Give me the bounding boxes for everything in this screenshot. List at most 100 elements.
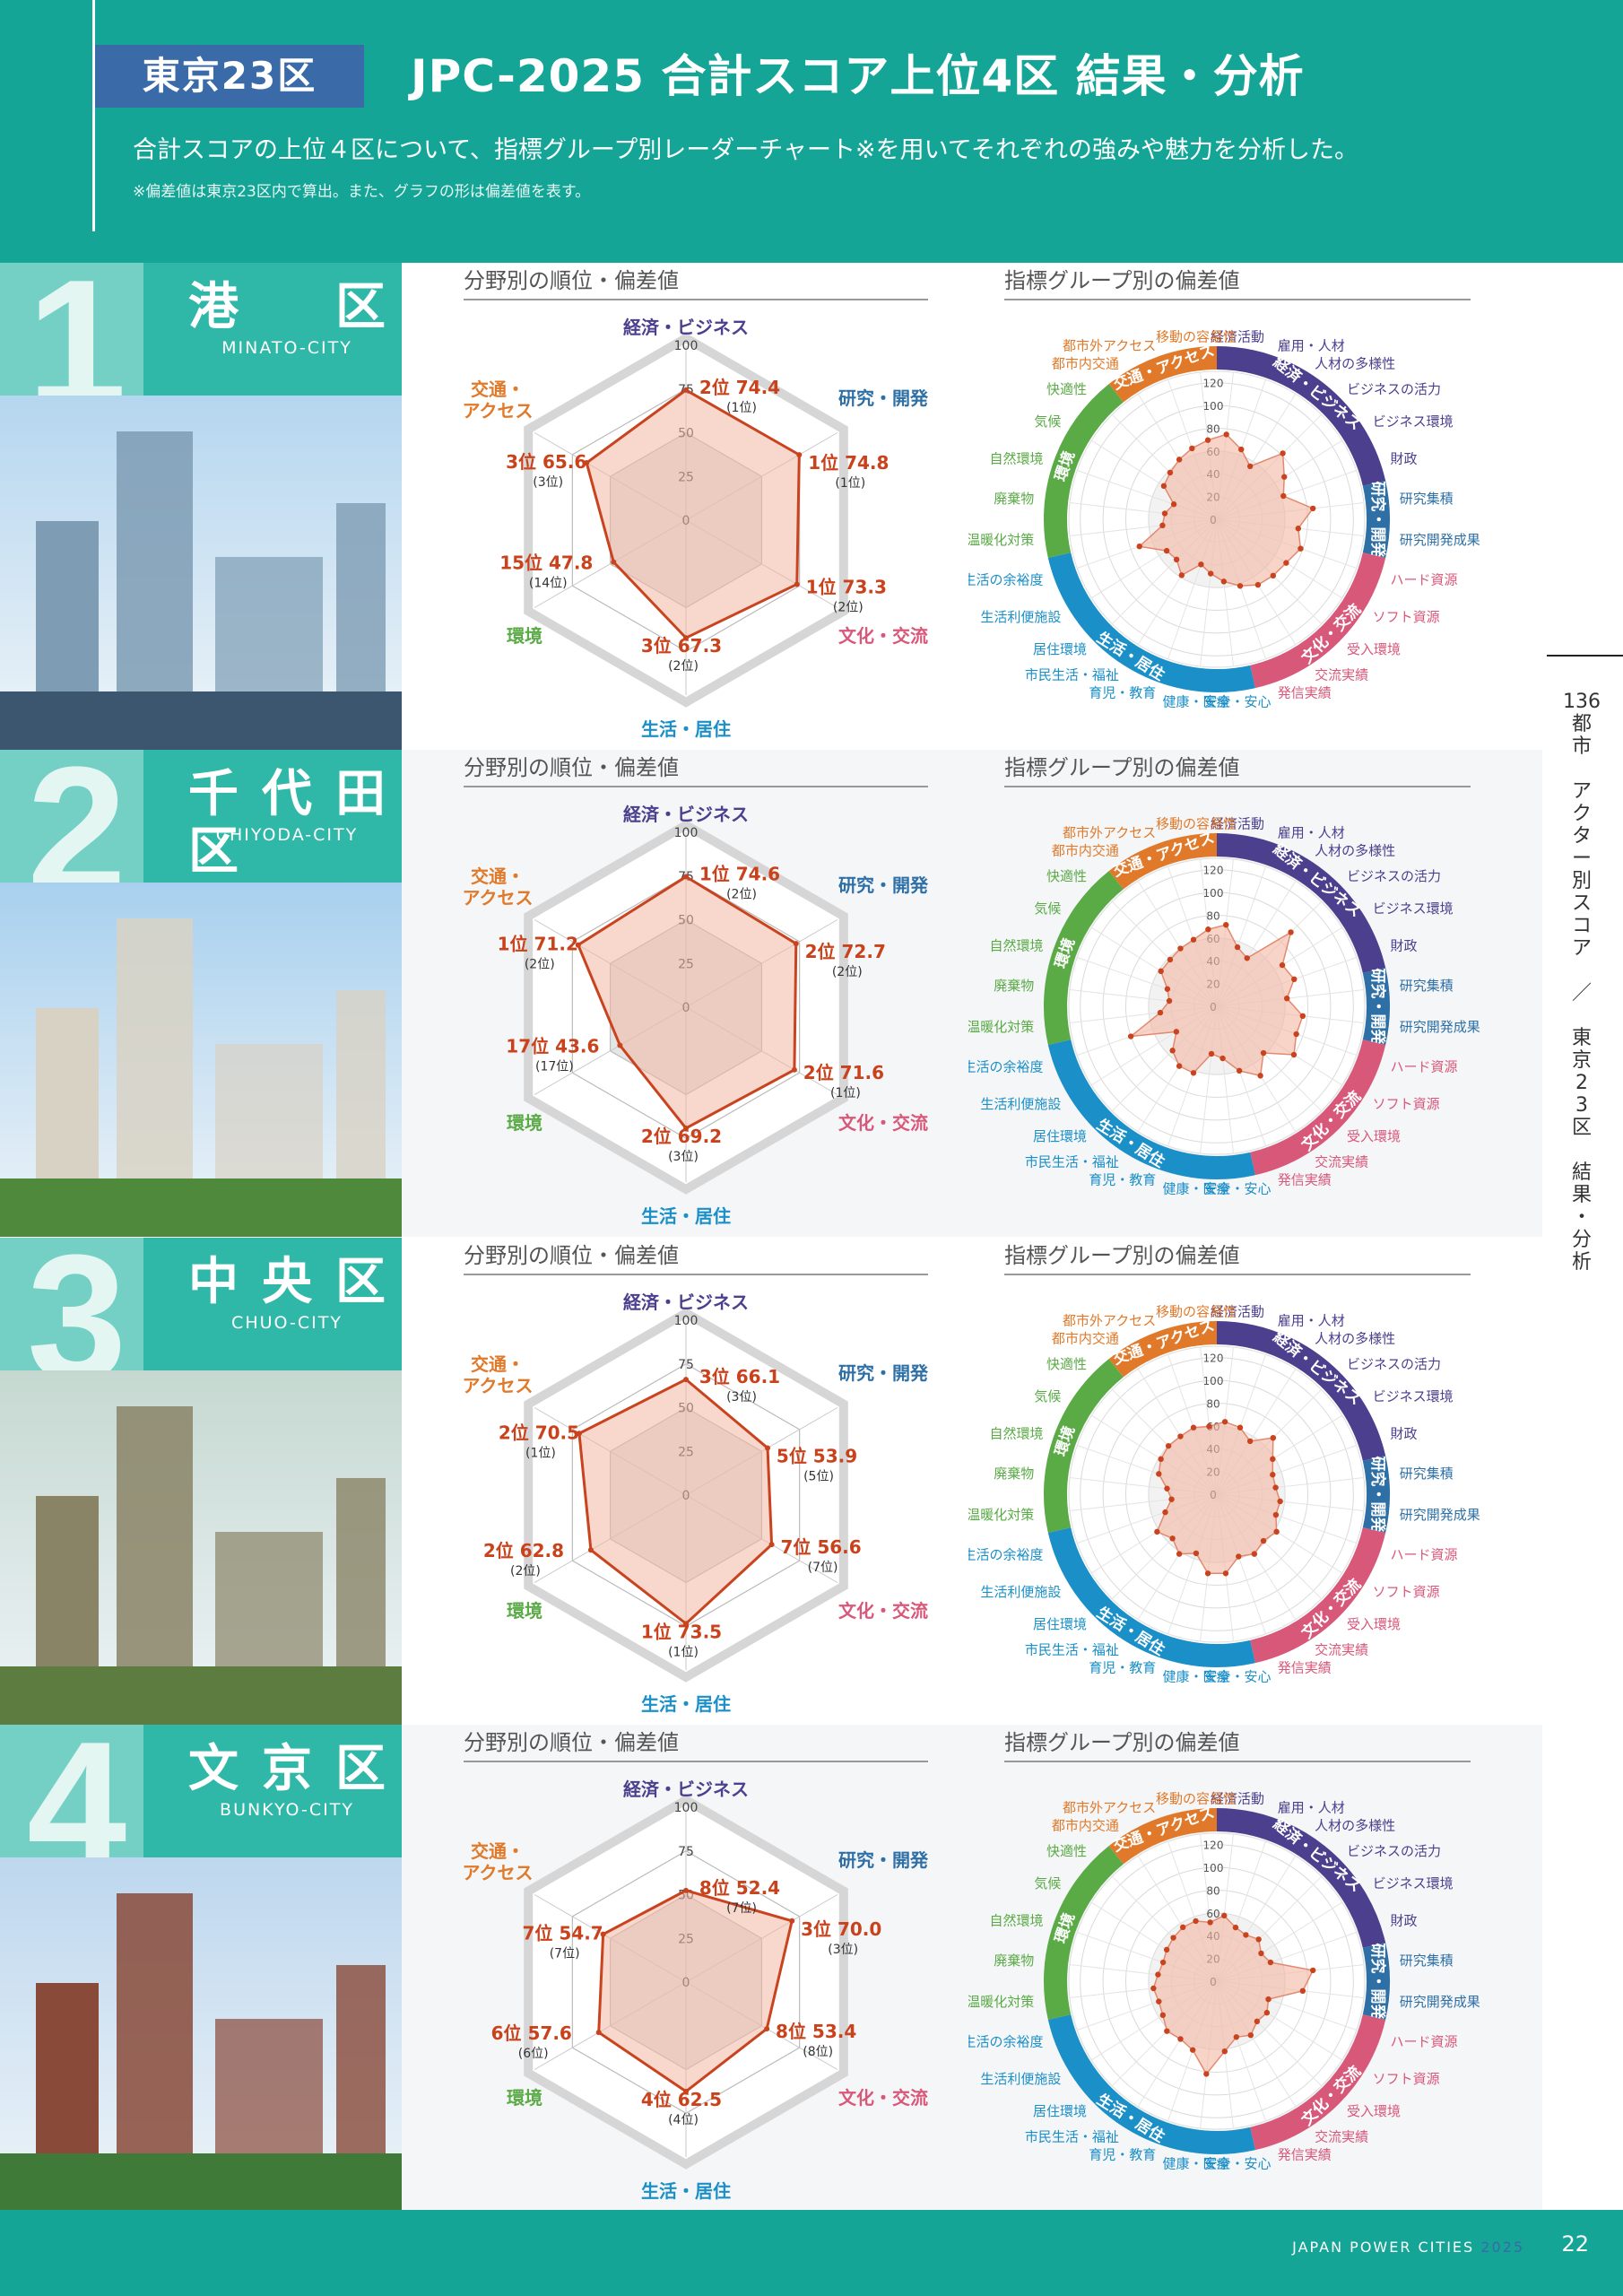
radar-rank-note: (3位): [533, 475, 563, 490]
indicator-label: 都市内交通: [1052, 1817, 1119, 1833]
photo-building: [36, 521, 99, 718]
indicator-label: 市民生活・福祉: [1025, 667, 1119, 683]
side-index-char: 2: [1575, 1072, 1588, 1094]
indicator-label: 都市内交通: [1052, 355, 1119, 371]
radar-axis-label: 環境: [507, 625, 542, 647]
indicator-data-point: [1267, 1959, 1274, 1966]
side-index-char: ア: [1571, 780, 1592, 803]
indicator-data-point: [1207, 570, 1214, 577]
radar-data-point: [587, 1547, 594, 1553]
indicator-label: 温暖化対策: [968, 1019, 1034, 1035]
indicator-label: 研究開発成果: [1400, 1019, 1480, 1035]
field-chart-title: 分野別の順位・偏差値: [464, 1238, 928, 1275]
ward-name-en: MINATO-CITY: [221, 338, 352, 358]
side-index-char: ア: [1571, 937, 1592, 960]
indicator-label: 廃棄物: [994, 1952, 1034, 1969]
indicator-label: 気候: [1034, 413, 1061, 430]
indicator-group-arc: [1216, 346, 1386, 486]
indicator-data-point: [1263, 2009, 1271, 2016]
indicator-label: ビジネスの活力: [1347, 868, 1441, 884]
radar-tick-label: 100: [674, 1314, 699, 1328]
radar-value-label: 7位 56.6: [780, 1536, 861, 1558]
indicator-grid-ring: [1102, 404, 1332, 634]
indicator-data-point: [1220, 578, 1228, 585]
indicator-data-point: [1255, 1936, 1262, 1943]
indicator-group-arc: [1047, 1527, 1255, 1667]
indicator-data-point: [1236, 1553, 1242, 1560]
photo-foreground: [0, 2153, 402, 2212]
indicator-data-point: [1159, 522, 1166, 529]
ward-name-en: CHUO-CITY: [231, 1313, 343, 1333]
radar-axis-label: 生活・居住: [641, 2180, 731, 2202]
indicator-data-point: [1222, 1570, 1229, 1577]
indicator-label: 受入環境: [1347, 641, 1401, 657]
radar-rank-note: (7位): [808, 1561, 838, 1575]
indicator-data-point: [1173, 556, 1180, 563]
radar-axis-label: 経済・ビジネス: [623, 317, 749, 338]
radar-data-point: [683, 1125, 689, 1131]
side-index-char: 市: [1571, 735, 1592, 758]
indicator-tick-label: 120: [1203, 865, 1224, 877]
radar-tick-label: 75: [678, 1845, 694, 1859]
indicator-group-arc: [1044, 1846, 1124, 2020]
indicator-data-point: [1244, 955, 1250, 961]
indicator-data-point: [1254, 2018, 1261, 2025]
side-index-char: 分: [1571, 1229, 1592, 1251]
indicator-label: 財政: [1390, 1425, 1417, 1441]
indicator-label: 研究集積: [1400, 491, 1454, 507]
indicator-data-point: [1162, 1509, 1168, 1516]
side-index-char: ク: [1571, 803, 1592, 825]
ward-section: 3 中 央 区 CHUO-CITY 分野別の順位・偏差値 指標グループ別の偏差値…: [0, 1229, 1542, 1725]
ward-section: 1 港 区 MINATO-CITY 分野別の順位・偏差値 指標グループ別の偏差値…: [0, 254, 1542, 750]
page-footer: JAPAN POWER CITIES 2025 22: [0, 2210, 1623, 2296]
ward-name: 文 京 区: [188, 1740, 386, 1798]
radar-rank-note: (17位): [535, 1060, 574, 1074]
indicator-data-point: [1270, 1434, 1277, 1441]
indicator-data-point: [1270, 572, 1277, 579]
indicator-grid-ring: [1102, 891, 1332, 1121]
indicator-label: 育児・教育: [1089, 1171, 1156, 1187]
radar-axis-label: 生活・居住: [641, 1205, 731, 1227]
side-index-char: 東: [1571, 1027, 1592, 1049]
side-index-char: 都: [1571, 713, 1592, 735]
indicator-group-arc: [1362, 968, 1390, 1045]
indicator-data-point: [1178, 572, 1185, 578]
radar-rank-note: (14位): [529, 577, 568, 591]
photo-building: [336, 1478, 386, 1693]
indicator-tick-label: 100: [1203, 400, 1224, 413]
radar-value-label: 2位 74.4: [699, 377, 780, 398]
radar-rank-note: (2位): [726, 888, 757, 902]
footer-year: 2025: [1480, 2239, 1524, 2256]
indicator-data-point: [1136, 543, 1142, 550]
indicator-data-point: [1280, 492, 1287, 500]
indicator-label: 交流実績: [1315, 1154, 1368, 1170]
side-index-char: [1562, 960, 1601, 982]
photo-building: [336, 1965, 386, 2180]
indicator-data-point: [1293, 1031, 1299, 1038]
indicator-data-point: [1165, 1442, 1172, 1449]
ward-name-en: BUNKYO-CITY: [220, 1800, 354, 1820]
radar-axis-label: 生活・居住: [641, 1693, 731, 1715]
photo-building: [36, 1008, 99, 1205]
indicator-data-point: [1164, 2028, 1170, 2034]
indicator-label: 廃棄物: [994, 1465, 1034, 1482]
radar-value-label: 2位 69.2: [641, 1126, 722, 1147]
radar-axis-label: 経済・ビジネス: [623, 1779, 749, 1800]
radar-tick-label: 100: [674, 1801, 699, 1815]
radar-axis-label: 研究・開発: [838, 1362, 929, 1384]
ward-photo: [0, 1370, 402, 1725]
ward-photo-art: [0, 396, 402, 750]
indicator-label: ビジネス環境: [1373, 900, 1454, 917]
indicator-data-point: [1176, 1551, 1183, 1557]
indicator-label: 交流実績: [1315, 667, 1368, 683]
radar-tick-label: 100: [674, 826, 699, 840]
indicator-label: 財政: [1390, 450, 1417, 466]
radar-data-point: [768, 1542, 775, 1548]
indicator-data-point: [1193, 1918, 1199, 1925]
indicator-chart-title: 指標グループ別の偏差値: [1004, 1238, 1471, 1275]
field-radar-chart: 1007550250経済・ビジネス研究・開発文化・交流生活・居住環境交通・アクセ…: [463, 1292, 930, 1715]
radar-rank-note: (1位): [835, 476, 865, 491]
indicator-label: 育児・教育: [1089, 684, 1156, 700]
radar-data-point: [600, 1931, 606, 1937]
indicator-data-point: [1246, 1438, 1254, 1445]
